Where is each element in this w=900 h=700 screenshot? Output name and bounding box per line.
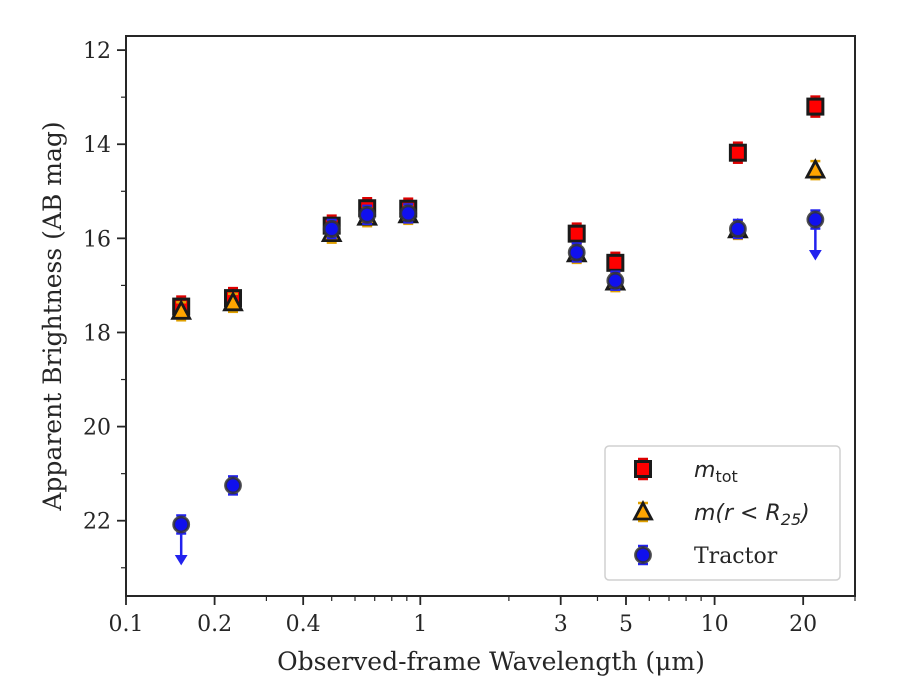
y-tick-label: 22 xyxy=(83,510,111,535)
y-axis-label: Apparent Brightness (AB mag) xyxy=(38,121,67,511)
circle-marker xyxy=(358,205,377,224)
y-tick-label: 20 xyxy=(83,416,111,441)
x-tick-label: 0.2 xyxy=(197,612,232,637)
x-tick-label: 5 xyxy=(619,612,633,637)
x-tick-label: 0.1 xyxy=(109,612,144,637)
series-3 xyxy=(172,203,825,566)
legend-label: Tractor xyxy=(694,544,778,569)
data-point xyxy=(567,222,586,245)
data-point xyxy=(222,290,244,314)
y-tick-label: 12 xyxy=(83,39,111,64)
upper-limit-arrowhead xyxy=(808,250,822,261)
circle-marker xyxy=(172,515,191,534)
y-tick-label: 16 xyxy=(83,227,111,252)
circle-marker xyxy=(399,204,418,223)
data-point xyxy=(567,242,586,263)
legend-marker xyxy=(634,457,652,481)
series-1 xyxy=(172,95,825,318)
data-point xyxy=(322,218,341,240)
axes-layer: 0.1 0.2 0.4 1 3 5 10 20 12 14 16 18 20 22 xyxy=(83,35,856,637)
x-tick-label: 1 xyxy=(413,612,427,637)
x-tick-label: 10 xyxy=(701,612,729,637)
data-point xyxy=(606,251,625,275)
circle-marker xyxy=(322,220,341,238)
data-point xyxy=(728,218,747,240)
square-marker xyxy=(728,143,747,162)
square-marker xyxy=(606,253,625,272)
legend-label: m(r < R25) xyxy=(694,501,810,529)
square-marker xyxy=(634,460,652,478)
triangle-marker xyxy=(632,500,654,521)
circle-marker xyxy=(806,210,825,229)
plot-frame xyxy=(125,35,856,597)
data-point xyxy=(806,95,825,118)
legend: mtot m(r < R25) Tractor xyxy=(604,445,841,581)
square-marker xyxy=(806,97,825,116)
legend-marker xyxy=(632,500,654,523)
triangle-marker xyxy=(170,299,193,320)
data-point xyxy=(606,270,625,291)
square-marker xyxy=(567,224,586,243)
x-tick-label: 0.4 xyxy=(286,612,321,637)
legend-label: mtot xyxy=(694,458,738,486)
data-point xyxy=(358,204,377,226)
data-point xyxy=(172,514,191,535)
circle-marker xyxy=(728,220,747,238)
upper-limit-arrowhead xyxy=(174,554,188,566)
legend-box xyxy=(604,445,841,581)
legend-marker xyxy=(634,544,652,566)
y-tick-label: 14 xyxy=(83,133,111,158)
x-tick-label: 20 xyxy=(789,612,817,637)
y-tick-label: 18 xyxy=(83,321,111,346)
circle-marker xyxy=(606,271,625,290)
plot-layer xyxy=(170,95,827,566)
data-point xyxy=(224,475,242,496)
circle-marker xyxy=(224,476,242,495)
x-tick-label: 3 xyxy=(554,612,568,637)
data-point xyxy=(399,203,418,224)
x-axis-label: Observed-frame Wavelength (μm) xyxy=(277,647,705,676)
series-2 xyxy=(170,158,827,322)
data-point xyxy=(170,299,193,322)
triangle-marker xyxy=(804,158,827,179)
data-point xyxy=(728,141,747,164)
circle-marker xyxy=(567,243,586,262)
data-point xyxy=(806,209,825,230)
triangle-marker xyxy=(222,290,244,312)
circle-marker xyxy=(634,546,652,564)
data-point xyxy=(804,158,827,181)
